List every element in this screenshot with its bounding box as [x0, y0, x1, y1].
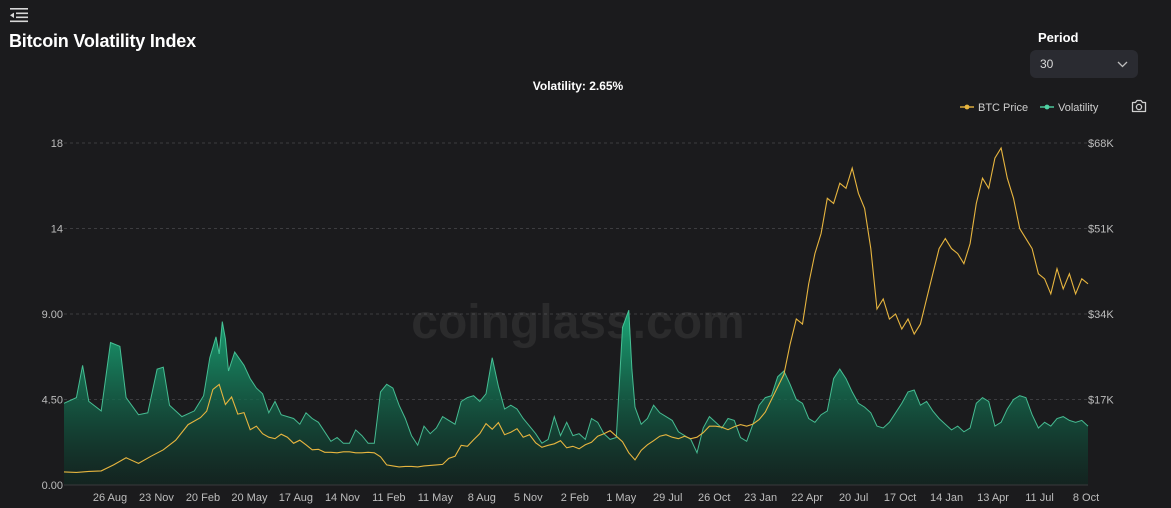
- x-tick-label: 29 Jul: [653, 492, 682, 504]
- period-select[interactable]: 30: [1030, 50, 1138, 78]
- btc-price-series-line: [63, 146, 1089, 473]
- x-tick-label: 11 May: [418, 492, 454, 504]
- x-tick-label: 8 Aug: [468, 492, 496, 504]
- x-tick-label: 14 Nov: [325, 492, 360, 504]
- legend: BTC Price Volatility: [960, 102, 1099, 114]
- x-tick-label: 2 Feb: [561, 492, 589, 504]
- legend-label-btc-price: BTC Price: [978, 102, 1028, 114]
- y-left-tick-label: 18: [51, 138, 63, 150]
- volatility-chart: Volatility: 2.65% BTC Price Volatility c…: [42, 79, 1115, 504]
- x-tick-label: 5 Nov: [514, 492, 543, 504]
- y-right-tick-label: $51K: [1088, 224, 1114, 236]
- legend-label-volatility: Volatility: [1058, 102, 1099, 114]
- x-tick-label: 14 Jan: [930, 492, 963, 504]
- x-tick-label: 8 Oct: [1073, 492, 1099, 504]
- x-tick-label: 20 Jul: [839, 492, 868, 504]
- legend-item-volatility[interactable]: Volatility: [1040, 102, 1099, 114]
- x-tick-label: 23 Nov: [139, 492, 174, 504]
- x-tick-label: 11 Feb: [372, 492, 405, 504]
- y-left-tick-label: 0.00: [42, 480, 63, 492]
- page-title: Bitcoin Volatility Index: [9, 31, 196, 51]
- y-left-tick-label: 14: [51, 224, 63, 236]
- volatility-area: [64, 310, 1088, 485]
- x-tick-label: 26 Aug: [93, 492, 127, 504]
- y-right-tick-label: $34K: [1088, 309, 1114, 321]
- legend-item-btc-price[interactable]: BTC Price: [960, 102, 1028, 114]
- y-left-tick-label: 9.00: [42, 309, 63, 321]
- y-right-tick-label: $68K: [1088, 138, 1114, 150]
- x-tick-label: 17 Aug: [279, 492, 313, 504]
- period-value: 30: [1040, 57, 1054, 71]
- x-axis-ticks: 26 Aug 23 Nov 20 Feb 20 May 17 Aug 14 Nov 11 F…: [93, 492, 1099, 504]
- volatility-series-line: [63, 310, 1089, 455]
- period-label: Period: [1038, 30, 1079, 45]
- x-tick-label: 11 Jul: [1025, 492, 1054, 504]
- x-tick-label: 1 May: [606, 492, 636, 504]
- chart-title: Volatility: 2.65%: [533, 79, 624, 93]
- x-tick-label: 13 Apr: [977, 492, 1009, 504]
- x-tick-label: 22 Apr: [791, 492, 823, 504]
- camera-icon[interactable]: [1131, 99, 1147, 113]
- y-right-tick-label: $17K: [1088, 395, 1114, 407]
- x-tick-label: 23 Jan: [744, 492, 777, 504]
- menu-collapse-icon[interactable]: [10, 7, 28, 23]
- watermark: coinglass.com: [411, 296, 744, 349]
- left-axis-ticks: 18 14 9.00 4.50 0.00: [42, 138, 63, 492]
- x-tick-label: 26 Oct: [698, 492, 730, 504]
- x-tick-label: 17 Oct: [884, 492, 916, 504]
- y-left-tick-label: 4.50: [42, 395, 63, 407]
- chevron-down-icon: [1117, 61, 1128, 67]
- x-tick-label: 20 May: [231, 492, 268, 504]
- right-axis-ticks: $68K $51K $34K $17K: [1088, 138, 1114, 407]
- x-tick-label: 20 Feb: [186, 492, 220, 504]
